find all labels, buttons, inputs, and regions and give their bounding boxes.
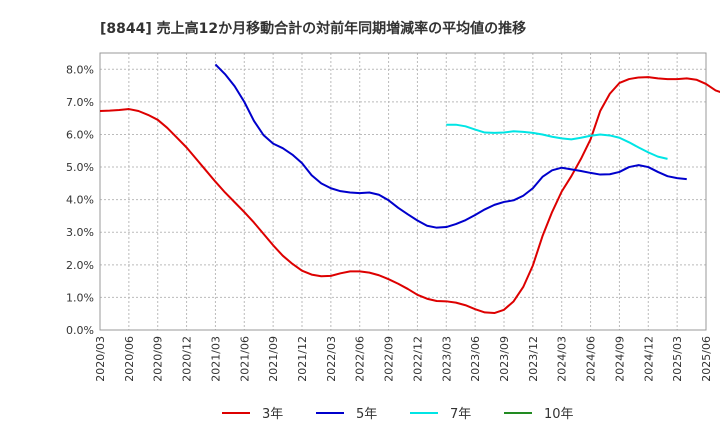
x-tick-label: 2021/09 (267, 336, 280, 382)
x-tick-label: 2023/09 (498, 336, 511, 382)
x-axis-ticks: 2020/03 2020/06 2020/09 2020/12 2021/03 2021/… (94, 336, 713, 382)
x-tick-label: 2020/06 (123, 336, 136, 382)
x-tick-label: 2022/03 (325, 336, 338, 382)
series-lines (99, 63, 720, 315)
x-tick-label: 2022/09 (383, 336, 396, 382)
series-line-7年 (446, 123, 668, 160)
y-tick-label: 0.0% (66, 324, 94, 337)
y-tick-label: 2.0% (66, 259, 94, 272)
x-tick-label: 2024/09 (613, 336, 626, 382)
x-tick-label: 2024/03 (556, 336, 569, 382)
legend-label: 7年 (450, 407, 471, 422)
x-tick-label: 2024/06 (585, 336, 598, 382)
grid (99, 53, 707, 331)
y-axis-ticks: 0.0% 1.0% 2.0% 3.0% 4.0% 5.0% 6.0% 7.0% 8.0% (66, 63, 94, 337)
legend-label: 5年 (356, 407, 377, 422)
y-tick-label: 7.0% (66, 96, 94, 109)
x-tick-label: 2020/12 (181, 336, 194, 382)
legend: 3年 5年 7年 10年 (222, 407, 574, 422)
x-tick-label: 2020/09 (152, 336, 165, 382)
x-tick-label: 2024/12 (642, 336, 655, 382)
series-line-3年 (99, 76, 720, 315)
x-tick-label: 2021/06 (238, 336, 251, 382)
y-tick-label: 6.0% (66, 128, 94, 141)
x-tick-label: 2022/12 (411, 336, 424, 382)
chart-title: [8844] 売上高12か月移動合計の対前年同期増減率の平均値の推移 (100, 20, 526, 37)
x-tick-label: 2020/03 (94, 336, 107, 382)
x-tick-label: 2025/03 (671, 336, 684, 382)
x-tick-label: 2021/03 (209, 336, 222, 382)
x-tick-label: 2025/06 (700, 336, 713, 382)
x-tick-label: 2023/03 (440, 336, 453, 382)
x-tick-label: 2023/06 (469, 336, 482, 382)
y-tick-label: 5.0% (66, 161, 94, 174)
y-tick-label: 4.0% (66, 194, 94, 207)
x-tick-label: 2022/06 (354, 336, 367, 382)
legend-label: 10年 (544, 407, 574, 422)
x-tick-label: 2021/12 (296, 336, 309, 382)
y-tick-label: 1.0% (66, 291, 94, 304)
y-tick-label: 8.0% (66, 63, 94, 76)
x-tick-label: 2023/12 (527, 336, 540, 382)
legend-label: 3年 (262, 407, 283, 422)
plot-area-frame (99, 52, 707, 331)
series-line-5年 (214, 63, 687, 229)
y-tick-label: 3.0% (66, 226, 94, 239)
